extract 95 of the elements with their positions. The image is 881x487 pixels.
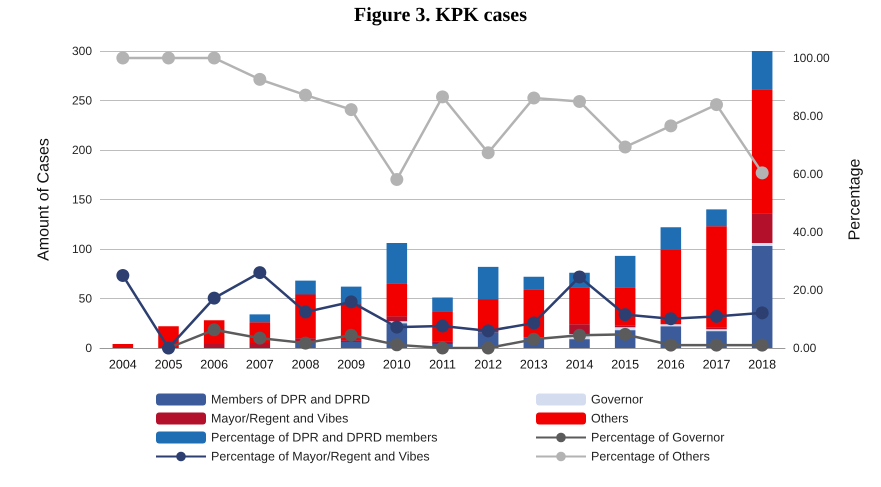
bar — [752, 51, 772, 90]
point — [527, 332, 540, 346]
y-tick-label: 200 — [72, 143, 92, 157]
bar — [295, 280, 316, 295]
point — [436, 90, 449, 104]
x-tick-label: 2013 — [520, 358, 548, 372]
y2-tick-label: 60.00 — [793, 166, 824, 181]
point — [116, 51, 130, 64]
point — [208, 292, 221, 305]
bar — [752, 90, 772, 214]
y-tick-label: 50 — [78, 292, 92, 306]
bar — [706, 209, 727, 226]
point — [664, 338, 678, 352]
bar — [386, 316, 408, 322]
y-axis-title: Amount of Cases — [36, 138, 52, 261]
legend-label: Percentage of Others — [591, 450, 710, 464]
point — [664, 312, 678, 326]
point — [344, 103, 358, 116]
bar — [706, 226, 727, 328]
chart-title: Figure 3. KPK cases — [354, 4, 528, 26]
y2-tick-label: 20.00 — [793, 282, 824, 297]
y-tick-label: 150 — [72, 192, 92, 206]
legend-label: Percentage of DPR and DPRD members — [211, 430, 438, 444]
x-tick-label: 2018 — [748, 358, 776, 372]
point — [253, 266, 266, 280]
point — [390, 338, 404, 352]
bar — [614, 256, 636, 288]
y2-tick-label: 100.00 — [793, 50, 830, 65]
x-tick-label: 2009 — [337, 358, 366, 372]
bar — [478, 266, 498, 300]
point — [116, 268, 130, 282]
point — [573, 328, 586, 342]
bar — [112, 344, 134, 348]
x-tick-label: 2010 — [382, 358, 411, 372]
bar — [204, 344, 224, 348]
point — [573, 94, 586, 108]
point — [482, 342, 495, 354]
legend-label: Mayor/Regent and Vibes — [211, 412, 348, 426]
point — [482, 146, 495, 160]
bar — [660, 227, 682, 250]
y2-tick-label: 0.00 — [793, 341, 817, 355]
point — [618, 140, 632, 154]
bar — [660, 250, 682, 324]
y2-tick-label: 40.00 — [793, 224, 824, 239]
y-tick-label: 100 — [72, 242, 92, 256]
legend-label: Percentage of Governor — [591, 430, 724, 444]
bar — [524, 276, 544, 290]
x-tick-label: 2005 — [154, 358, 182, 372]
legend-label: Others — [591, 412, 629, 426]
point — [756, 338, 769, 352]
legend-label: Members of DPR and DPRD — [211, 392, 370, 406]
bar — [569, 288, 590, 324]
point — [390, 172, 404, 186]
point — [482, 324, 495, 338]
point — [436, 342, 449, 354]
point — [618, 308, 632, 322]
point — [344, 328, 358, 342]
point — [710, 98, 723, 112]
y-tick-label: 300 — [72, 44, 92, 58]
x-tick-label: 2015 — [611, 358, 640, 372]
x-tick-label: 2012 — [474, 358, 502, 372]
legend-label: Governor — [591, 392, 644, 406]
point — [527, 316, 540, 330]
y-tick-label: 0 — [85, 341, 92, 355]
point — [710, 310, 723, 323]
x-tick-label: 2007 — [246, 358, 274, 372]
x-tick-label: 2014 — [566, 358, 594, 372]
point — [756, 166, 769, 180]
x-tick-label: 2016 — [656, 358, 685, 372]
bar — [386, 243, 408, 284]
x-tick-label: 2008 — [292, 358, 320, 372]
bar — [752, 213, 772, 244]
bar — [340, 342, 362, 348]
point — [253, 72, 266, 86]
x-tick-label: 2004 — [108, 358, 137, 372]
point — [299, 336, 312, 350]
point — [756, 306, 769, 320]
x-tick-label: 2006 — [200, 358, 228, 372]
bar — [250, 343, 270, 348]
y-tick-label: 250 — [72, 94, 92, 108]
point — [390, 320, 404, 334]
y2-axis-title: Percentage — [846, 158, 864, 240]
point — [162, 51, 175, 64]
point — [299, 88, 312, 102]
bar — [386, 284, 408, 316]
bar — [432, 298, 453, 312]
point — [208, 51, 221, 64]
x-tick-label: 2017 — [702, 358, 730, 372]
x-tick-label: 2011 — [429, 358, 456, 372]
point — [527, 91, 540, 104]
y2-tick-label: 80.00 — [793, 108, 824, 123]
legend-label: Percentage of Mayor/Regent and Vibes — [211, 450, 430, 464]
point — [664, 119, 678, 132]
bar — [250, 314, 270, 322]
bar — [752, 243, 772, 246]
